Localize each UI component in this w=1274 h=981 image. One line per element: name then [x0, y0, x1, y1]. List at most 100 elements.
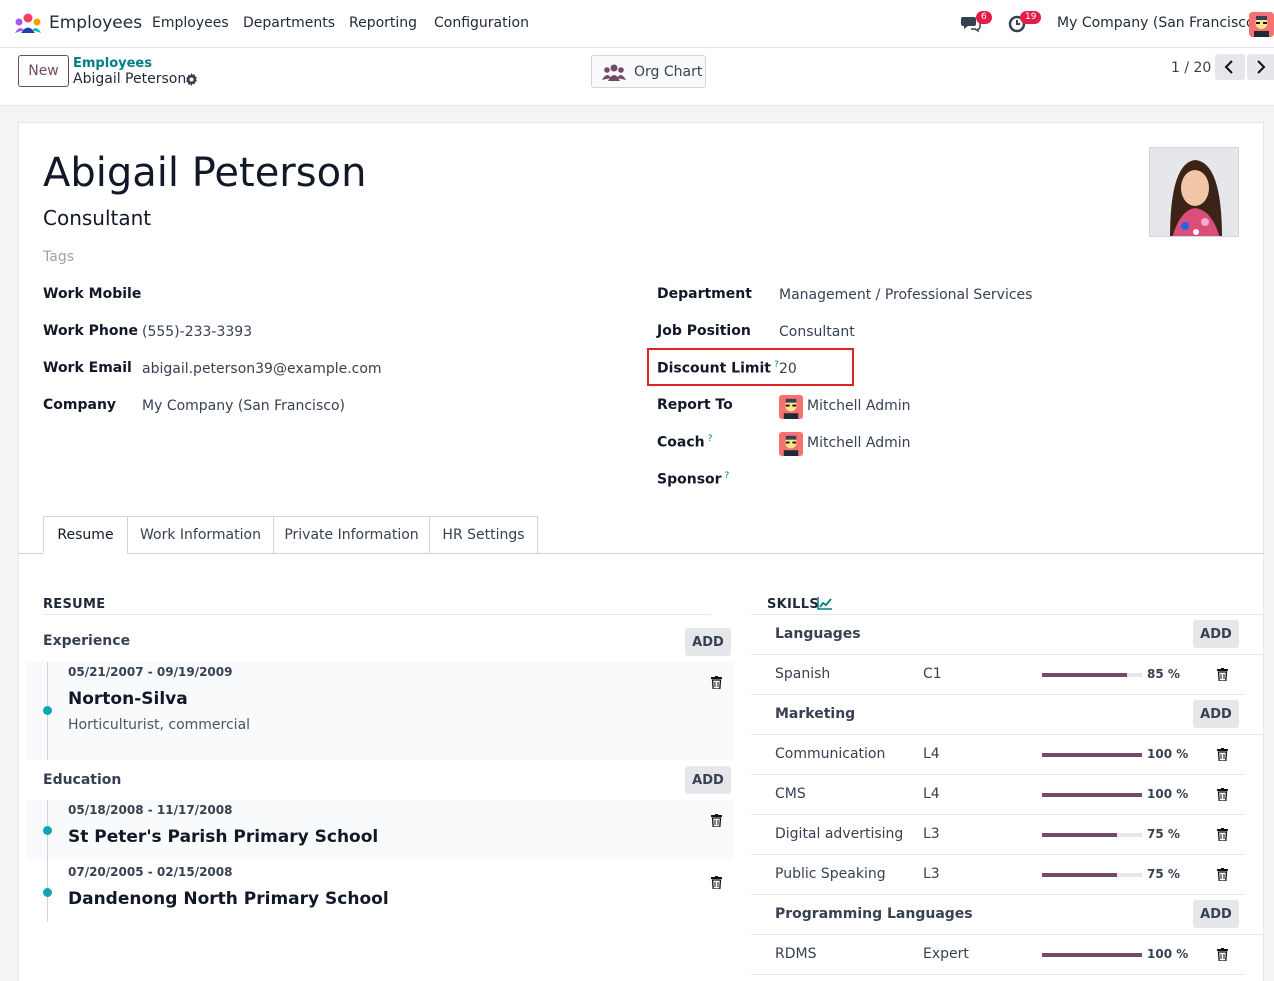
pager-next-button[interactable]	[1247, 54, 1274, 80]
pager-value[interactable]: 1 / 20	[1171, 60, 1212, 76]
trash-icon[interactable]	[711, 814, 722, 827]
work-email-field[interactable]: abigail.peterson39@example.com	[142, 361, 382, 377]
trash-icon[interactable]	[1217, 868, 1228, 881]
skill-name: Spanish	[775, 666, 831, 682]
discount-limit-help-icon[interactable]: ?	[773, 360, 779, 370]
trash-icon[interactable]	[711, 876, 722, 889]
org-chart-button[interactable]: Org Chart	[591, 55, 706, 88]
skill-row[interactable]: Digital advertising L3 75 %	[751, 815, 1244, 855]
skill-progress-bar	[1042, 833, 1142, 837]
skill-progress-fill	[1042, 673, 1127, 677]
tab-hr-settings[interactable]: HR Settings	[429, 516, 538, 554]
portrait-image	[1150, 148, 1238, 236]
timeline-dot	[43, 888, 52, 897]
coach-help-icon[interactable]: ?	[707, 434, 713, 444]
line-chart-icon[interactable]	[817, 597, 832, 610]
users-icon	[602, 64, 626, 81]
job-position-label: Job Position	[657, 323, 751, 339]
skill-progress-fill	[1042, 753, 1142, 757]
sponsor-help-icon[interactable]: ?	[724, 471, 730, 481]
messages-button[interactable]: 6	[961, 11, 992, 37]
skill-progress-bar	[1042, 673, 1142, 677]
user-avatar[interactable]	[1249, 12, 1274, 37]
work-phone-label: Work Phone	[43, 323, 138, 339]
clock-icon	[1008, 15, 1026, 33]
menu-departments[interactable]: Departments	[243, 15, 336, 31]
trash-icon[interactable]	[1217, 828, 1228, 841]
activities-button[interactable]: 19	[1007, 11, 1042, 37]
skill-level: C1	[923, 666, 942, 682]
skill-row[interactable]: CMS L4 100 %	[751, 775, 1244, 815]
add-skill-button[interactable]: ADD	[1193, 620, 1239, 648]
work-phone-field[interactable]: (555)-233-3393	[142, 324, 253, 340]
skill-category-title: Languages	[775, 626, 861, 642]
menu-configuration[interactable]: Configuration	[434, 15, 529, 31]
company-switcher[interactable]: My Company (San Francisco)	[1057, 15, 1260, 31]
trash-icon[interactable]	[1217, 748, 1228, 761]
control-panel: New Employees Abigail Peterson Org Chart…	[0, 48, 1274, 106]
company-field[interactable]: My Company (San Francisco)	[142, 398, 345, 414]
menu-reporting[interactable]: Reporting	[349, 15, 418, 31]
work-mobile-label: Work Mobile	[43, 286, 142, 302]
report-to-avatar	[779, 395, 803, 419]
skill-name: RDMS	[775, 946, 817, 962]
skill-percentage: 100 %	[1147, 747, 1189, 761]
skill-level: L4	[923, 786, 940, 802]
report-to-field[interactable]: Mitchell Admin	[807, 398, 911, 414]
skill-percentage: 75 %	[1147, 867, 1180, 881]
skill-row[interactable]: Spanish C1 85 %	[751, 655, 1244, 695]
job-position-field[interactable]: Consultant	[779, 324, 855, 340]
skill-row[interactable]: Communication L4 100 %	[751, 735, 1244, 775]
new-button[interactable]: New	[18, 55, 69, 87]
tab-work-information[interactable]: Work Information	[127, 516, 274, 554]
resume-line[interactable]	[26, 662, 734, 760]
skill-name: CMS	[775, 786, 806, 802]
user-face-icon	[1249, 12, 1274, 37]
pager-previous-button[interactable]	[1215, 54, 1245, 80]
trash-icon[interactable]	[711, 676, 722, 689]
skill-level: L3	[923, 826, 940, 842]
add-skill-button[interactable]: ADD	[1193, 700, 1239, 728]
messages-badge: 6	[976, 11, 992, 24]
skill-progress-bar	[1042, 793, 1142, 797]
skills-section-title: SKILLS	[767, 597, 820, 612]
resume-line-name: St Peter's Parish Primary School	[68, 827, 379, 847]
breadcrumb-parent[interactable]: Employees	[73, 56, 152, 71]
add-experience-button[interactable]: ADD	[685, 628, 731, 656]
tab-resume[interactable]: Resume	[43, 516, 128, 554]
skill-row[interactable]: Public Speaking L3 75 %	[751, 855, 1244, 895]
discount-limit-label-text: Discount Limit	[657, 360, 771, 377]
skill-category: Marketing ADD	[751, 695, 1264, 735]
skill-progress-fill	[1042, 953, 1142, 957]
employee-photo[interactable]	[1149, 147, 1239, 237]
trash-icon[interactable]	[1217, 948, 1228, 961]
trash-icon[interactable]	[1217, 668, 1228, 681]
resume-line-dates: 05/18/2008 - 11/17/2008	[68, 803, 233, 817]
discount-limit-field[interactable]: 20	[779, 361, 797, 377]
skill-name: Communication	[775, 746, 886, 762]
coach-field[interactable]: Mitchell Admin	[807, 435, 911, 451]
resume-line[interactable]	[26, 800, 734, 860]
report-to-label: Report To	[657, 397, 733, 413]
org-chart-label: Org Chart	[634, 64, 703, 80]
resume-line-dates: 07/20/2005 - 02/15/2008	[68, 865, 233, 879]
company-label: Company	[43, 397, 117, 413]
app-title[interactable]: Employees	[49, 13, 143, 33]
resume-line[interactable]	[26, 862, 734, 922]
breadcrumb-current: Abigail Peterson	[73, 71, 187, 87]
tab-private-information[interactable]: Private Information	[273, 516, 430, 554]
skill-row[interactable]: RDMS Expert 100 %	[751, 935, 1244, 975]
sponsor-label-text: Sponsor	[657, 471, 722, 488]
skills-divider	[751, 614, 1264, 615]
department-field[interactable]: Management / Professional Services	[779, 287, 1033, 303]
menu-employees[interactable]: Employees	[152, 15, 229, 31]
tags-field[interactable]: Tags	[43, 249, 74, 265]
add-education-button[interactable]: ADD	[685, 766, 731, 794]
skill-category-title: Programming Languages	[775, 906, 973, 922]
employees-app-icon[interactable]	[14, 13, 42, 35]
job-title-field[interactable]: Consultant	[43, 206, 152, 230]
gear-icon[interactable]	[185, 73, 198, 86]
trash-icon[interactable]	[1217, 788, 1228, 801]
add-skill-button[interactable]: ADD	[1193, 900, 1239, 928]
employee-name-field[interactable]: Abigail Peterson	[43, 150, 367, 196]
